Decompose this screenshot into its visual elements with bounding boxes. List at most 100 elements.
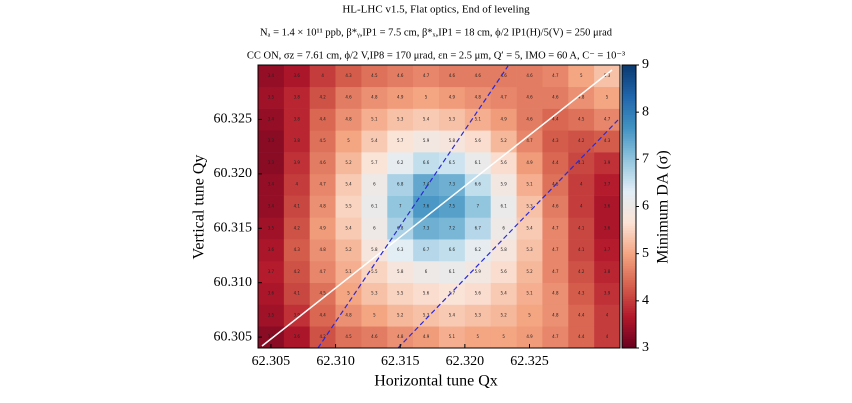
cell-label: 4.2 [294,225,301,230]
colorbar-segment [622,201,636,205]
heatmap-cell [258,86,285,109]
cell-label: 3.5 [268,95,275,100]
colorbar-segment [622,248,636,252]
heatmap-cell [361,65,388,88]
heatmap-cell [542,326,569,349]
heatmap-cell [413,108,440,131]
cell-label: 4.1 [578,247,585,252]
heatmap-cell [258,304,285,327]
heatmap-cell [439,217,466,240]
cell-label: 4.6 [552,95,559,100]
cell-label: 6.6 [449,247,456,252]
colorbar-tick-label: 8 [642,104,649,119]
colorbar-segment [622,279,636,283]
heatmap-cell [413,260,440,283]
cell-label: 3.6 [268,291,275,296]
diagonal-line [261,69,613,347]
cell-label: 5.1 [526,182,533,187]
heatmap-cell [335,195,362,218]
heatmap-cell [361,152,388,175]
cell-label: 4.4 [319,312,326,317]
heatmap-cell [413,86,440,109]
heatmap-cell [258,130,285,153]
cell-label: 3.3 [268,160,275,165]
cell-label: 5 [528,312,531,317]
colorbar-segment [622,300,636,304]
cell-label: 3.9 [294,160,301,165]
colorbar-segment [622,289,636,292]
colorbar-segment [622,123,636,127]
heatmap-cell [361,195,388,218]
colorbar-segment [622,298,636,302]
y-tick-label: 60.315 [214,220,253,235]
cell-label: 6.6 [475,182,482,187]
cell-label: 7.2 [449,225,456,230]
heatmap-cell [594,108,621,131]
cell-label: 5.4 [449,312,456,317]
heatmap-cell [490,217,517,240]
heatmap-cell [594,217,621,240]
heatmap-cell [568,304,595,327]
heatmap-cell [490,173,517,196]
heatmap-cell [542,195,569,218]
heatmap-cell [542,217,569,240]
heatmap-cell [361,239,388,262]
colorbar-segment [622,230,636,233]
heatmap-cell [309,86,336,109]
cell-label: 4.4 [578,312,585,317]
heatmap-cell [335,239,362,262]
heatmap-cell [516,86,543,109]
heatmap-cell [594,260,621,283]
heatmap-cell [335,217,362,240]
heatmap-cell [516,130,543,153]
heatmap-cell [542,152,569,175]
cell-label: 4.8 [475,95,482,100]
heatmap-cell [490,304,517,327]
cell-label: 6.1 [475,160,482,165]
heatmap-cell [335,282,362,305]
cell-label: 6.8 [397,225,404,230]
colorbar-segment [622,239,636,243]
heatmap-cell [516,152,543,175]
colorbar-segment [622,128,636,132]
cell-label: 6.1 [371,204,378,209]
heatmap-cell [361,108,388,131]
heatmap-cell [439,152,466,175]
colorbar-segment [622,109,636,113]
cell-label: 5 [580,73,583,78]
colorbar-segment [622,345,636,349]
colorbar-segment [622,133,636,137]
colorbar-segment [622,237,636,241]
colorbar-segment [622,329,636,332]
heatmap-cell [361,304,388,327]
colorbar-segment [622,296,636,299]
cell-label: 7.6 [423,204,430,209]
heatmap-cell [258,152,285,175]
heatmap-cell [439,108,466,131]
colorbar-segment [622,168,636,172]
colorbar-segment [622,281,636,285]
heatmap-cell [568,65,595,88]
cell-label: 5.8 [371,247,378,252]
heatmap-cell [413,282,440,305]
plot-frame [257,64,621,349]
x-tick-label: 62.305 [252,354,291,369]
heatmap-cell [439,239,466,262]
colorbar-segment [622,65,636,68]
heatmap-cell [283,86,311,109]
colorbar-segment [622,102,636,106]
cell-label: 4.1 [294,291,301,296]
cell-label: 4.2 [578,138,585,143]
cell-label: 5 [425,95,428,100]
colorbar-segment [622,310,636,314]
heatmap-cell [335,152,362,175]
colorbar-segment [622,112,636,116]
cell-label: 3.5 [268,225,275,230]
heatmap-cell [464,239,492,262]
cell-label: 5.6 [423,291,430,296]
cell-label: 6.8 [397,182,404,187]
heatmap-cell [283,173,311,196]
heatmap-cell [464,304,492,327]
cell-label: 4.7 [552,73,559,78]
